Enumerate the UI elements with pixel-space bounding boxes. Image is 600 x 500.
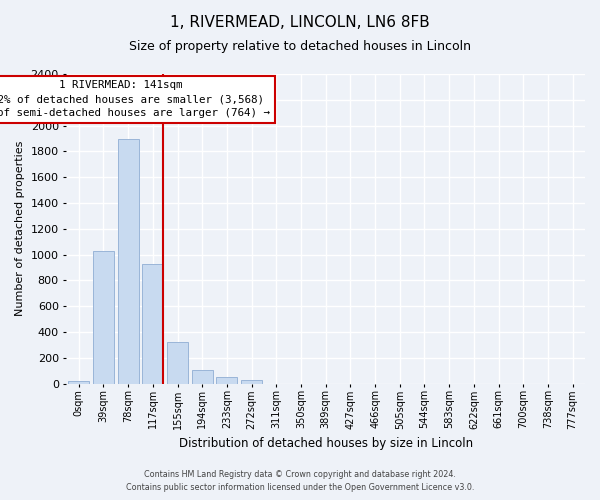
- Bar: [241, 380, 262, 384]
- Text: Size of property relative to detached houses in Lincoln: Size of property relative to detached ho…: [129, 40, 471, 53]
- Text: 1, RIVERMEAD, LINCOLN, LN6 8FB: 1, RIVERMEAD, LINCOLN, LN6 8FB: [170, 15, 430, 30]
- Bar: [217, 377, 238, 384]
- Bar: [192, 370, 213, 384]
- Text: Contains HM Land Registry data © Crown copyright and database right 2024.
Contai: Contains HM Land Registry data © Crown c…: [126, 470, 474, 492]
- Bar: [142, 264, 163, 384]
- Y-axis label: Number of detached properties: Number of detached properties: [15, 141, 25, 316]
- Text: 1 RIVERMEAD: 141sqm
← 82% of detached houses are smaller (3,568)
18% of semi-det: 1 RIVERMEAD: 141sqm ← 82% of detached ho…: [0, 80, 270, 118]
- Bar: [68, 381, 89, 384]
- Bar: [118, 138, 139, 384]
- Bar: [93, 250, 114, 384]
- Bar: [167, 342, 188, 384]
- X-axis label: Distribution of detached houses by size in Lincoln: Distribution of detached houses by size …: [179, 437, 473, 450]
